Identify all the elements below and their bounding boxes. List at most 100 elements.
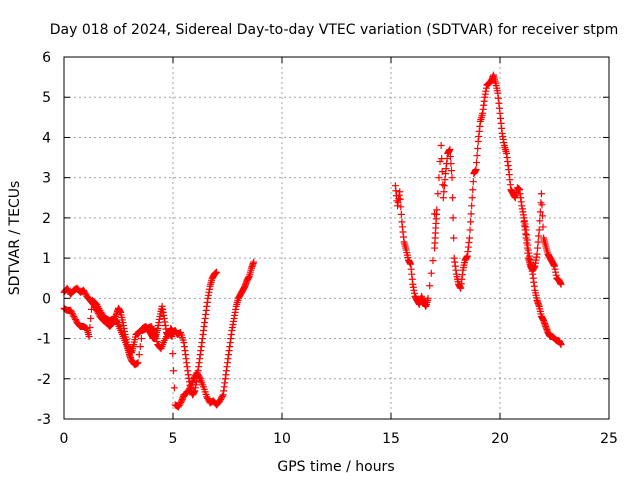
data-point [441,176,449,184]
data-point [474,145,482,153]
data-point [534,244,542,252]
data-point [468,202,476,210]
data-point [217,395,225,403]
series-3 [391,71,565,349]
y-tick-label: 2 [42,211,51,227]
data-point [186,384,194,392]
data-point [449,194,457,202]
data-point [437,141,445,149]
data-point [473,159,481,167]
data-point [218,394,226,402]
x-tick-label: 25 [600,431,618,447]
data-point [174,403,182,411]
data-point [70,312,78,320]
data-point [429,257,437,265]
data-point [447,160,455,168]
data-point [67,306,75,314]
data-point [87,314,95,322]
data-point [80,288,88,296]
data-point [536,208,544,216]
x-axis-label: GPS time / hours [277,459,394,475]
data-point [203,393,211,401]
data-point [148,324,156,332]
data-point [466,226,474,234]
data-point [193,369,201,377]
data-point [151,332,159,340]
data-point [168,333,176,341]
x-tick-label: 20 [491,431,509,447]
y-tick-label: -1 [37,332,51,348]
series-2 [60,258,258,411]
data-point [469,186,477,194]
data-point [448,174,456,182]
data-point [440,188,448,196]
data-point [167,332,175,340]
data-point [67,308,75,316]
data-point [539,223,547,231]
data-point [153,338,161,346]
y-tick-label: 3 [42,171,51,187]
data-point [177,398,185,406]
data-point [150,329,158,337]
data-point [85,333,93,341]
data-point [424,294,432,302]
data-point [534,238,542,246]
data-point [436,158,444,166]
data-point [63,284,71,292]
y-tick-label: 4 [42,130,51,146]
x-tick-label: 5 [169,431,178,447]
data-point [137,335,145,343]
data-point [535,232,543,240]
data-point [71,315,79,323]
y-tick-label: 6 [42,50,51,66]
data-point [68,309,76,317]
data-point [150,327,158,335]
data-point [536,217,544,225]
data-point [434,190,442,198]
data-point [183,389,191,397]
data-point [468,194,476,202]
data-point [427,269,435,277]
data-point [190,375,198,383]
data-point [397,210,405,218]
data-point [216,397,224,405]
chart-title: Day 018 of 2024, Sidereal Day-to-day VTE… [50,22,619,38]
data-point [439,194,447,202]
data-point [176,400,184,408]
data-point [440,182,448,190]
y-axis-label: SDTVAR / TECUs [7,181,23,296]
data-point [218,392,226,400]
data-point [539,212,547,220]
data-point [175,401,183,409]
data-point [113,317,121,325]
x-tick-label: 0 [60,431,69,447]
data-point [80,286,88,294]
data-point [88,305,96,313]
data-point [81,289,89,297]
data-point [557,341,565,349]
y-tick-label: 0 [42,291,51,307]
data-point [465,234,473,242]
series-4 [431,190,565,288]
data-point [184,387,192,395]
data-point [170,367,178,375]
data-point [195,373,203,381]
data-point [134,359,142,367]
data-point [473,152,481,160]
data-point [136,343,144,351]
y-tick-label: 1 [42,251,51,267]
data-point [450,234,458,242]
plot-frame [63,56,610,420]
data-point [69,311,77,319]
data-point [86,323,94,331]
data-point [169,350,177,358]
y-tick-label: -3 [37,412,51,428]
data-point [472,166,480,174]
data-point [433,206,441,214]
data-point [431,210,439,218]
data-point [194,370,202,378]
data-point [439,181,447,189]
data-point [170,384,178,392]
data-point [535,226,543,234]
